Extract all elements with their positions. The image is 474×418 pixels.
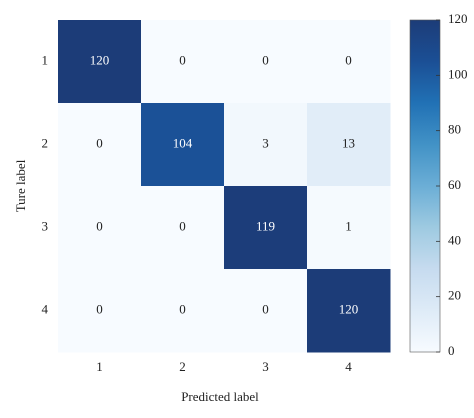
y-tick-label: 2 (42, 135, 49, 150)
cell (141, 20, 225, 104)
colorbar (409, 19, 441, 353)
colorbar-tick-label: 120 (448, 11, 468, 26)
cell-label: 119 (256, 218, 275, 233)
cell (141, 103, 225, 187)
cell-label: 0 (96, 135, 103, 150)
cell-label: 0 (345, 52, 352, 67)
x-tick-label: 4 (345, 359, 352, 374)
x-axis-label: Predicted label (181, 389, 259, 404)
cell (224, 20, 308, 104)
cell-label: 0 (179, 301, 186, 316)
cell-label: 120 (339, 301, 359, 316)
cell (58, 269, 142, 353)
cell-label: 0 (262, 301, 269, 316)
colorbar-tick-label: 20 (448, 288, 461, 303)
cell (224, 186, 308, 270)
cell (307, 20, 391, 104)
y-tick-label: 1 (42, 52, 49, 67)
colorbar-tick-label: 80 (448, 122, 461, 137)
y-tick-label: 4 (42, 301, 49, 316)
cell (307, 186, 391, 270)
cell-label: 0 (179, 218, 186, 233)
cell (58, 20, 142, 104)
colorbar-tick-label: 0 (448, 343, 455, 358)
cell-label: 0 (96, 301, 103, 316)
colorbar-tick-label: 40 (448, 232, 461, 247)
cell-label: 13 (342, 135, 355, 150)
x-tick-label: 3 (262, 359, 269, 374)
cell-label: 0 (96, 218, 103, 233)
cell (224, 269, 308, 353)
cell (58, 103, 142, 187)
x-tick-label: 1 (96, 359, 103, 374)
cell (141, 186, 225, 270)
cell-label: 0 (179, 52, 186, 67)
cell (58, 186, 142, 270)
cell (307, 269, 391, 353)
cell-label: 120 (90, 52, 110, 67)
cell (224, 103, 308, 187)
cell (141, 269, 225, 353)
cell-label: 104 (173, 135, 193, 150)
x-tick-label: 2 (179, 359, 186, 374)
cell-label: 3 (262, 135, 269, 150)
cell (307, 103, 391, 187)
colorbar-tick-label: 100 (448, 66, 468, 81)
cell-label: 1 (345, 218, 352, 233)
cell-label: 0 (262, 52, 269, 67)
y-axis-label: Ture label (13, 159, 28, 212)
colorbar-tick-label: 60 (448, 177, 461, 192)
y-tick-label: 3 (42, 218, 49, 233)
